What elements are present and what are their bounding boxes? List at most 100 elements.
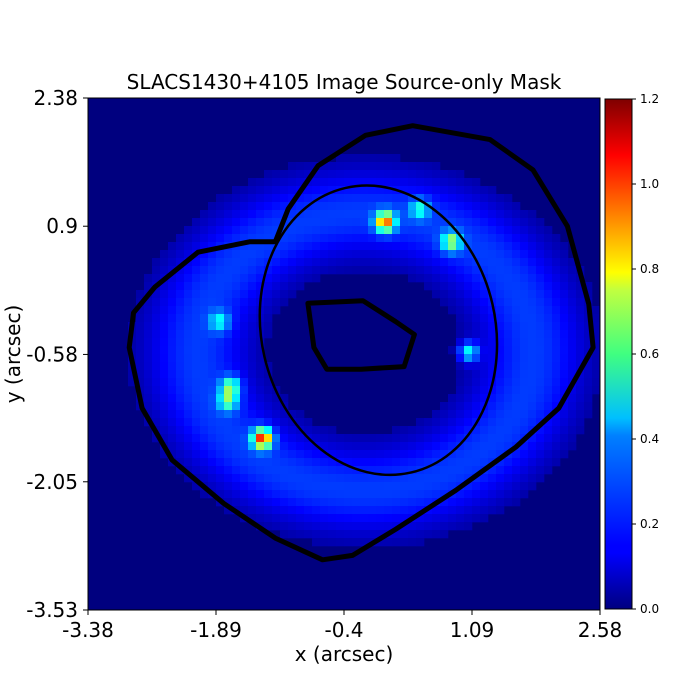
heatmap-cell bbox=[552, 434, 561, 443]
heatmap-cell bbox=[208, 386, 217, 395]
heatmap-cell bbox=[384, 506, 393, 515]
heatmap-cell bbox=[496, 314, 505, 323]
heatmap-cell bbox=[464, 298, 473, 307]
heatmap-cell bbox=[408, 226, 417, 235]
heatmap-cell bbox=[416, 418, 425, 427]
heatmap-cell bbox=[176, 434, 185, 443]
heatmap-cell bbox=[432, 410, 441, 419]
heatmap-cell bbox=[504, 338, 513, 347]
heatmap-cell bbox=[552, 418, 561, 427]
heatmap-cell bbox=[280, 290, 289, 299]
heatmap-cell bbox=[192, 442, 201, 451]
heatmap-cell bbox=[240, 290, 249, 299]
heatmap-cell bbox=[544, 386, 553, 395]
heatmap-cell bbox=[328, 266, 337, 275]
heatmap-cell bbox=[176, 250, 185, 259]
heatmap-cell bbox=[488, 474, 497, 483]
heatmap-cell bbox=[248, 298, 257, 307]
heatmap-cell bbox=[384, 170, 393, 179]
heatmap-cell bbox=[208, 266, 217, 275]
heatmap-cell bbox=[224, 474, 233, 483]
heatmap-cell bbox=[152, 266, 161, 275]
heatmap-cell bbox=[368, 210, 377, 219]
heatmap-cell bbox=[432, 506, 441, 515]
heatmap-cell bbox=[304, 418, 313, 427]
heatmap-cell bbox=[296, 442, 305, 451]
heatmap-cell bbox=[232, 458, 241, 467]
heatmap-cell bbox=[424, 466, 433, 475]
heatmap-cell bbox=[568, 354, 577, 363]
heatmap-cell bbox=[528, 274, 537, 283]
heatmap-cell bbox=[240, 266, 249, 275]
heatmap-cell bbox=[192, 266, 201, 275]
heatmap-cell bbox=[472, 298, 481, 307]
heatmap-cell bbox=[376, 226, 385, 235]
heatmap-cell bbox=[184, 474, 193, 483]
heatmap-cell bbox=[168, 242, 177, 251]
heatmap-cell bbox=[224, 306, 233, 315]
heatmap-cell bbox=[232, 322, 241, 331]
heatmap-cell bbox=[376, 530, 385, 539]
heatmap-cell bbox=[352, 186, 361, 195]
heatmap-cell bbox=[344, 170, 353, 179]
heatmap-cell bbox=[472, 426, 481, 435]
heatmap-cell bbox=[176, 258, 185, 267]
heatmap-cell bbox=[440, 458, 449, 467]
heatmap-cell bbox=[520, 410, 529, 419]
heatmap-cell bbox=[320, 474, 329, 483]
heatmap-cell bbox=[384, 178, 393, 187]
heatmap-cell bbox=[312, 474, 321, 483]
heatmap-cell bbox=[176, 394, 185, 403]
heatmap-cell bbox=[136, 338, 145, 347]
heatmap-cell bbox=[520, 258, 529, 267]
heatmap-cell bbox=[480, 266, 489, 275]
heatmap-cell bbox=[472, 330, 481, 339]
heatmap-cell bbox=[376, 458, 385, 467]
heatmap-cell bbox=[448, 522, 457, 531]
heatmap-cell bbox=[464, 234, 473, 243]
heatmap-cell bbox=[464, 514, 473, 523]
heatmap-cell bbox=[400, 178, 409, 187]
heatmap-cell bbox=[272, 402, 281, 411]
heatmap-cell bbox=[520, 490, 529, 499]
heatmap-cell bbox=[464, 338, 473, 347]
heatmap-cell bbox=[208, 394, 217, 403]
heatmap-cell bbox=[480, 346, 489, 355]
heatmap-cell bbox=[472, 514, 481, 523]
heatmap-cell bbox=[352, 202, 361, 211]
heatmap-cell bbox=[552, 298, 561, 307]
heatmap-cell bbox=[424, 482, 433, 491]
heatmap-cell bbox=[232, 450, 241, 459]
heatmap-cell bbox=[480, 338, 489, 347]
heatmap-cell bbox=[464, 226, 473, 235]
heatmap-cell bbox=[192, 338, 201, 347]
heatmap-cell bbox=[200, 386, 209, 395]
heatmap-cell bbox=[200, 450, 209, 459]
heatmap-cell bbox=[280, 450, 289, 459]
heatmap-cell bbox=[200, 242, 209, 251]
heatmap-cell bbox=[304, 466, 313, 475]
heatmap-cell bbox=[152, 346, 161, 355]
heatmap-cell bbox=[208, 282, 217, 291]
heatmap-cell bbox=[552, 426, 561, 435]
heatmap-cell bbox=[264, 282, 273, 291]
heatmap-cell bbox=[216, 298, 225, 307]
heatmap-cell bbox=[288, 410, 297, 419]
heatmap-cell bbox=[440, 474, 449, 483]
heatmap-cell bbox=[440, 170, 449, 179]
heatmap-cell bbox=[304, 514, 313, 523]
heatmap-cell bbox=[432, 490, 441, 499]
heatmap-cell bbox=[400, 506, 409, 515]
heatmap-cell bbox=[520, 370, 529, 379]
heatmap-cell bbox=[376, 242, 385, 251]
heatmap-cell bbox=[576, 298, 585, 307]
heatmap-cell bbox=[504, 234, 513, 243]
heatmap-cell bbox=[480, 194, 489, 203]
heatmap-cell bbox=[456, 210, 465, 219]
heatmap-cell bbox=[264, 170, 273, 179]
heatmap-cell bbox=[536, 426, 545, 435]
heatmap-cell bbox=[408, 498, 417, 507]
heatmap-cell bbox=[256, 378, 265, 387]
heatmap-cell bbox=[208, 274, 217, 283]
heatmap-cell bbox=[296, 242, 305, 251]
